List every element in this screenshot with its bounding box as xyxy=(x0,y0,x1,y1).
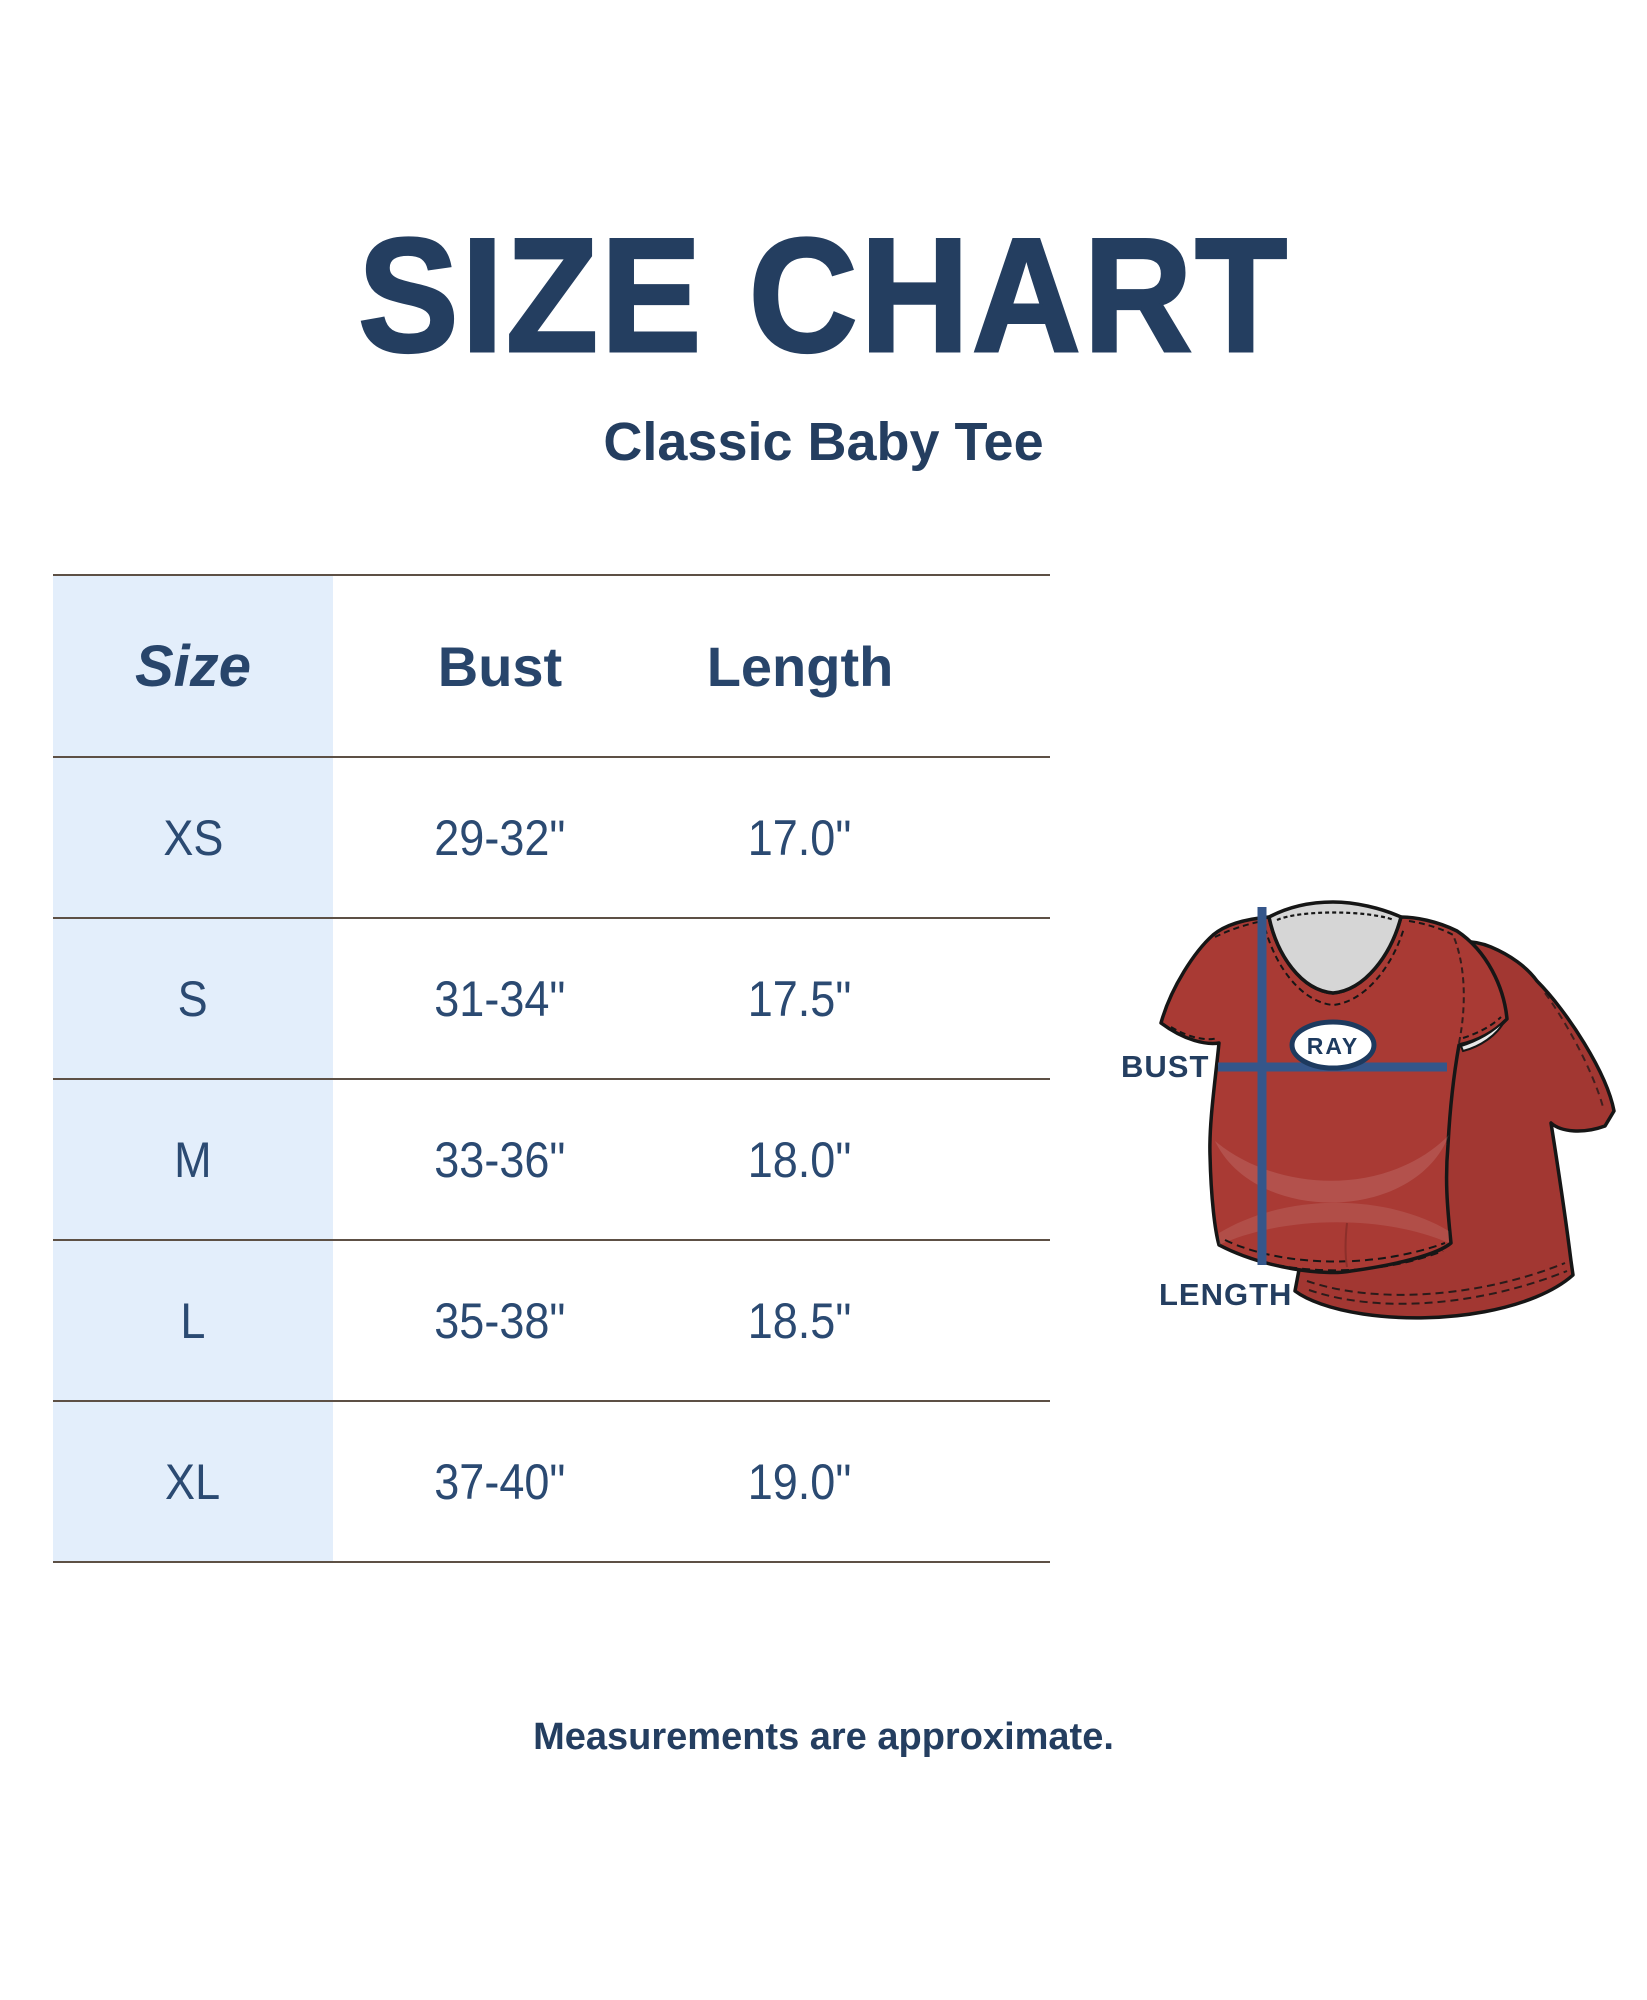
size-table: Size Bust Length XS 29-32" 17.0" S 31-34… xyxy=(53,574,1050,1563)
length-cell: 18.0" xyxy=(748,1131,852,1188)
bust-cell: 37-40" xyxy=(434,1453,566,1510)
page-title: SIZE CHART xyxy=(356,205,1290,386)
ray-logo: RAY xyxy=(1289,1019,1377,1071)
page-subtitle: Classic Baby Tee xyxy=(603,412,1044,472)
table-row-l: L 35-38" 18.5" xyxy=(53,1241,1050,1402)
column-header-bust: Bust xyxy=(437,634,563,698)
size-cell: M xyxy=(53,1080,333,1239)
table-row-xl: XL 37-40" 19.0" xyxy=(53,1402,1050,1563)
table-header-row: Size Bust Length xyxy=(53,576,1050,758)
footnote: Measurements are approximate. xyxy=(533,1716,1114,1758)
bust-cell: 35-38" xyxy=(434,1292,566,1349)
column-header-length: Length xyxy=(706,634,894,698)
tshirt-measurement-diagram: RAY BUST LENGTH xyxy=(1115,893,1647,1383)
ray-logo-oval xyxy=(1289,1019,1377,1071)
size-cell: S xyxy=(53,919,333,1078)
length-cell: 17.5" xyxy=(748,970,852,1027)
ray-logo-text: RAY xyxy=(1307,1033,1359,1059)
size-cell: XS xyxy=(53,758,333,917)
length-measure-line xyxy=(1257,907,1267,1265)
bust-cell: 33-36" xyxy=(434,1131,566,1188)
length-cell: 18.5" xyxy=(748,1292,852,1349)
column-header-size: Size xyxy=(53,576,333,756)
size-cell: XL xyxy=(53,1402,333,1561)
tshirt-illustration: RAY xyxy=(1159,900,1616,1320)
length-label: LENGTH xyxy=(1159,1277,1293,1312)
length-cell: 19.0" xyxy=(748,1453,852,1510)
table-row-s: S 31-34" 17.5" xyxy=(53,919,1050,1080)
bust-cell: 29-32" xyxy=(434,809,566,866)
collar-shape xyxy=(1267,900,1403,995)
length-cell: 17.0" xyxy=(748,809,852,866)
table-row-m: M 33-36" 18.0" xyxy=(53,1080,1050,1241)
table-row-xs: XS 29-32" 17.0" xyxy=(53,758,1050,919)
bust-cell: 31-34" xyxy=(434,970,566,1027)
tshirt-front xyxy=(1159,900,1509,1275)
bust-label: BUST xyxy=(1121,1049,1210,1084)
size-cell: L xyxy=(53,1241,333,1400)
